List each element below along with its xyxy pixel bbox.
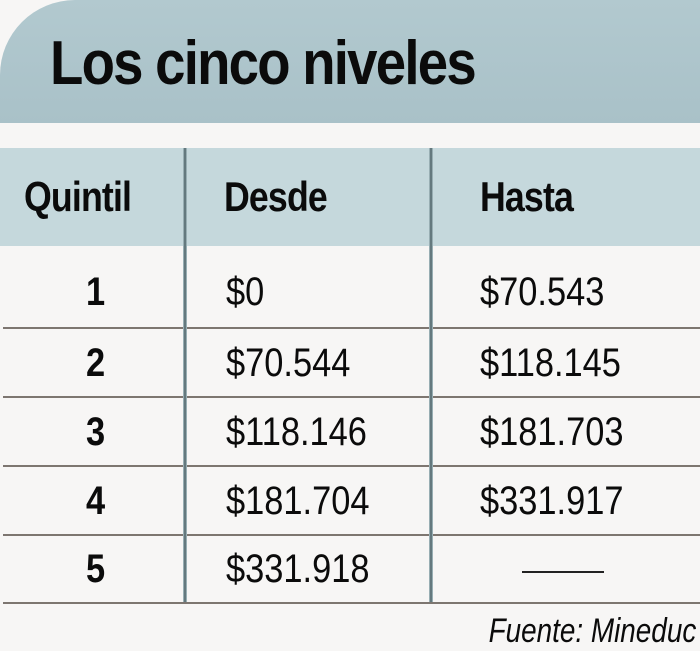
quintil-cell: 5 bbox=[86, 547, 106, 591]
hasta-cell: $331.917 bbox=[480, 479, 624, 523]
desde-cell: $0 bbox=[226, 270, 265, 314]
empty-value-dash bbox=[522, 571, 604, 573]
row-divider bbox=[3, 465, 700, 467]
desde-cell: $181.704 bbox=[226, 479, 370, 523]
quintil-cell: 3 bbox=[86, 410, 106, 454]
title-band bbox=[0, 0, 700, 123]
desde-cell: $118.146 bbox=[226, 410, 367, 454]
column-header-quintil: Quintil bbox=[24, 173, 132, 220]
source-note: Fuente: Mineduc bbox=[488, 612, 696, 650]
table-row: 2 $70.544 $118.145 bbox=[0, 329, 700, 398]
column-header-desde: Desde bbox=[224, 173, 328, 220]
quintil-cell: 2 bbox=[86, 341, 106, 385]
row-divider bbox=[3, 534, 700, 536]
table-row: 1 $0 $70.543 bbox=[0, 258, 700, 327]
quintil-cell: 4 bbox=[86, 479, 106, 523]
table-row: 3 $118.146 $181.703 bbox=[0, 398, 700, 467]
desde-cell: $70.544 bbox=[226, 341, 351, 385]
row-divider bbox=[3, 602, 700, 604]
table-header bbox=[0, 148, 700, 246]
hasta-cell: $70.543 bbox=[480, 270, 605, 314]
table-row: 5 $331.918 bbox=[0, 535, 700, 604]
page-title: Los cinco niveles bbox=[50, 29, 477, 98]
column-divider bbox=[429, 148, 433, 602]
column-header-hasta: Hasta bbox=[480, 173, 574, 220]
column-divider bbox=[183, 148, 187, 602]
row-divider bbox=[3, 327, 700, 329]
hasta-cell: $181.703 bbox=[480, 410, 624, 454]
row-divider bbox=[3, 396, 700, 398]
table-row: 4 $181.704 $331.917 bbox=[0, 467, 700, 536]
hasta-cell: $118.145 bbox=[480, 341, 621, 385]
desde-cell: $331.918 bbox=[226, 547, 370, 591]
quintil-cell: 1 bbox=[86, 270, 106, 314]
